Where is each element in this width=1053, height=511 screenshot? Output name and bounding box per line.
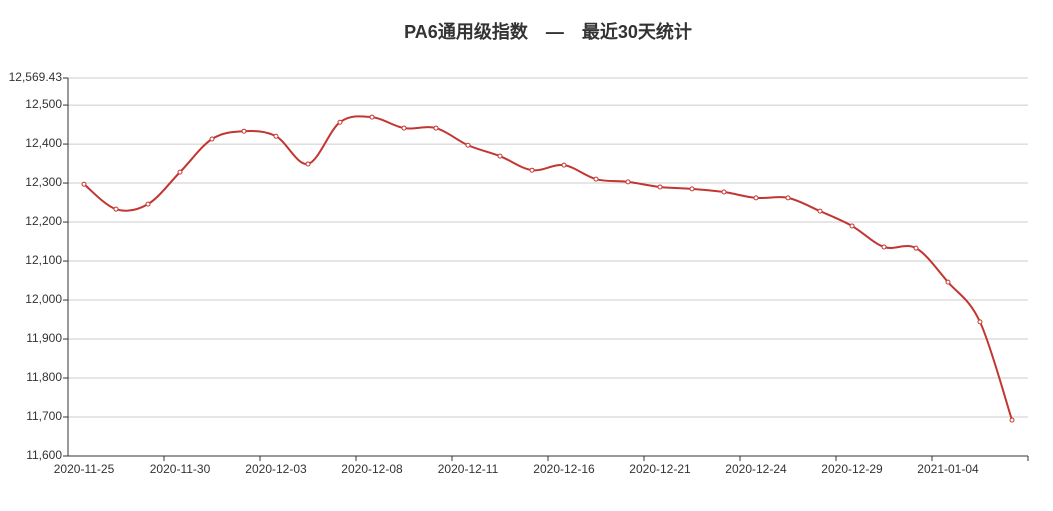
x-tick-label: 2020-12-16: [533, 462, 595, 476]
point: [945, 279, 951, 285]
point: [433, 125, 439, 131]
point: [113, 206, 119, 212]
chart-title: PA6通用级指数 — 最近30天统计: [404, 21, 692, 42]
y-tick-label: 12,200: [25, 214, 62, 228]
point: [145, 201, 151, 207]
point: [273, 133, 279, 139]
x-tick-label: 2020-12-03: [245, 462, 307, 476]
x-tick-label: 2020-12-29: [821, 462, 883, 476]
point: [721, 189, 727, 195]
point: [305, 161, 311, 167]
x-tick-label: 2020-11-25: [54, 462, 115, 476]
point: [1009, 417, 1015, 423]
point: [753, 195, 759, 201]
x-tick-label: 2021-01-04: [917, 462, 979, 476]
point: [657, 184, 663, 190]
x-tick-label: 2020-11-30: [150, 462, 211, 476]
point: [465, 142, 471, 148]
point: [881, 244, 887, 250]
y-tick-label: 11,800: [26, 370, 62, 384]
point: [81, 181, 87, 187]
y-tick-label: 12,000: [25, 292, 62, 306]
point: [849, 223, 855, 229]
point: [209, 136, 215, 142]
point: [689, 186, 695, 192]
point: [977, 319, 983, 325]
line: [83, 115, 1013, 421]
y-tick-label: 12,500: [25, 97, 62, 111]
point: [593, 176, 599, 182]
x-tick-label: 2020-12-21: [629, 462, 691, 476]
point: [401, 125, 407, 131]
x-tick-label: 2020-12-24: [725, 462, 787, 476]
y-tick-label: 12,569.43: [9, 70, 63, 84]
point: [785, 195, 791, 201]
y-tick-label: 12,300: [25, 175, 62, 189]
point: [561, 162, 567, 168]
point: [497, 153, 503, 159]
y-tick-label: 12,100: [25, 253, 62, 267]
point: [337, 119, 343, 125]
y-tick-label: 11,900: [26, 331, 62, 345]
point: [625, 179, 631, 185]
point: [817, 208, 823, 214]
x-tick-label: 2020-12-11: [438, 462, 499, 476]
point: [369, 114, 375, 120]
x-tick-label: 2020-12-08: [341, 462, 403, 476]
point: [241, 128, 247, 134]
point: [177, 169, 183, 175]
point: [529, 167, 535, 173]
y-tick-label: 12,400: [25, 136, 62, 150]
y-tick-label: 11,600: [26, 448, 62, 462]
y-tick-label: 11,700: [26, 409, 62, 423]
point: [913, 245, 919, 251]
